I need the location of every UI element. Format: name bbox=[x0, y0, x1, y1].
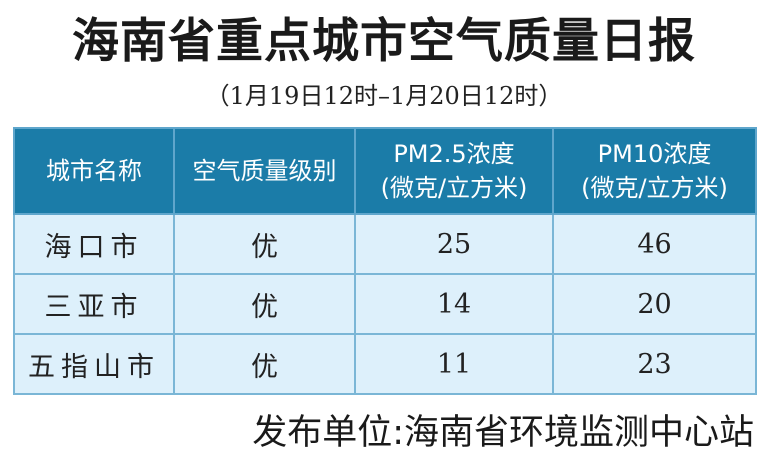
header-unit: (微克/立方米) bbox=[581, 174, 728, 202]
header-label: 城市名称 bbox=[46, 157, 142, 185]
header-pm25: PM2.5浓度 (微克/立方米) bbox=[354, 127, 554, 215]
publisher-footer: 发布单位:海南省环境监测中心站 bbox=[252, 413, 754, 453]
page-title: 海南省重点城市空气质量日报 bbox=[72, 14, 696, 69]
pm10-cell: 23 bbox=[552, 333, 757, 395]
pm10-cell: 46 bbox=[552, 213, 757, 275]
level-cell: 优 bbox=[173, 213, 356, 275]
header-pm10: PM10浓度 (微克/立方米) bbox=[552, 127, 757, 215]
header-unit: (微克/立方米) bbox=[380, 174, 528, 202]
pm25-cell: 14 bbox=[354, 273, 554, 335]
city-cell: 三亚市 bbox=[13, 273, 175, 335]
air-quality-table: 城市名称 空气质量级别 PM2.5浓度 (微克/立方米) PM10浓度 (微克/立方… bbox=[13, 127, 757, 395]
city-cell: 五指山市 bbox=[13, 333, 175, 395]
pm10-cell: 20 bbox=[552, 273, 757, 335]
table-header-row: 城市名称 空气质量级别 PM2.5浓度 (微克/立方米) PM10浓度 (微克/立方… bbox=[13, 127, 757, 215]
header-label: PM2.5浓度 bbox=[393, 140, 515, 168]
city-cell: 海口市 bbox=[13, 213, 175, 275]
level-cell: 优 bbox=[173, 333, 356, 395]
level-cell: 优 bbox=[173, 273, 356, 335]
pm25-cell: 11 bbox=[354, 333, 554, 395]
header-label: PM10浓度 bbox=[597, 140, 712, 168]
table-row: 五指山市 优 11 23 bbox=[13, 333, 757, 395]
pm25-cell: 25 bbox=[354, 213, 554, 275]
header-level: 空气质量级别 bbox=[173, 127, 356, 215]
header-city: 城市名称 bbox=[13, 127, 175, 215]
table-row: 海口市 优 25 46 bbox=[13, 213, 757, 275]
date-range-subtitle: （1月19日12时–1月20日12时） bbox=[205, 82, 563, 110]
table-row: 三亚市 优 14 20 bbox=[13, 273, 757, 335]
header-label: 空气质量级别 bbox=[192, 157, 337, 185]
